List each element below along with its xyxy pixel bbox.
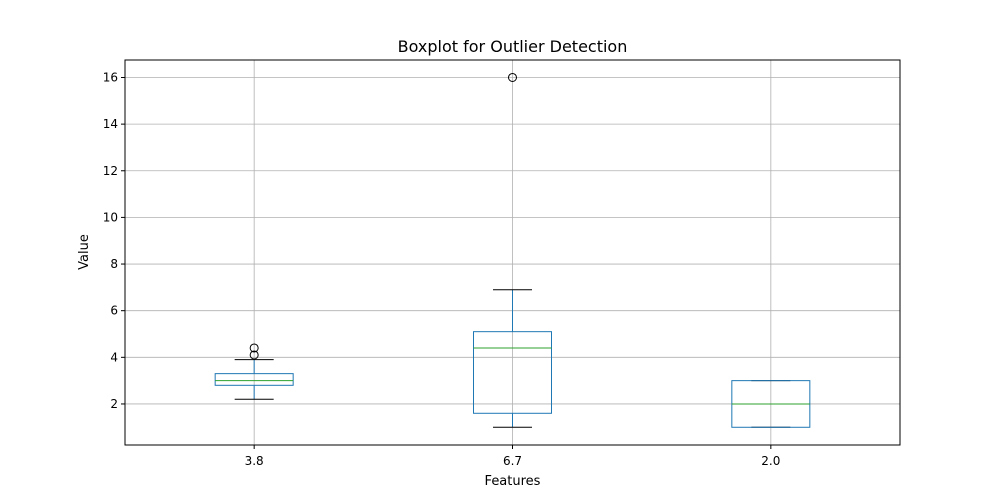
outlier-point bbox=[249, 350, 259, 360]
y-tick-label: 2 bbox=[110, 397, 118, 411]
box-group bbox=[214, 343, 294, 400]
x-tick-label: 2.0 bbox=[761, 454, 780, 468]
y-tick-label: 8 bbox=[110, 257, 118, 271]
y-tick-label: 4 bbox=[110, 350, 118, 364]
outlier-point bbox=[249, 343, 259, 353]
y-axis-label: Value bbox=[77, 234, 92, 270]
y-tick-label: 14 bbox=[103, 117, 118, 131]
box-iqr bbox=[214, 373, 294, 386]
plot-area bbox=[214, 72, 811, 428]
box-group bbox=[731, 380, 811, 428]
y-tick-label: 16 bbox=[103, 70, 118, 84]
x-axis-label: Features bbox=[485, 474, 541, 489]
outlier-point bbox=[508, 72, 517, 82]
x-tick-label: 3.8 bbox=[245, 454, 264, 468]
box-iqr bbox=[473, 331, 552, 414]
chart-title: Boxplot for Outlier Detection bbox=[398, 37, 628, 56]
y-tick-label: 10 bbox=[103, 210, 118, 224]
box-group bbox=[473, 72, 552, 428]
ticks: 2 4 6 8 10 12 14 16 3.8 6.7 2.0 bbox=[103, 70, 781, 468]
grid bbox=[125, 60, 900, 445]
y-tick-label: 12 bbox=[103, 164, 118, 178]
x-tick-label: 6.7 bbox=[503, 454, 522, 468]
y-tick-label: 6 bbox=[110, 304, 118, 318]
